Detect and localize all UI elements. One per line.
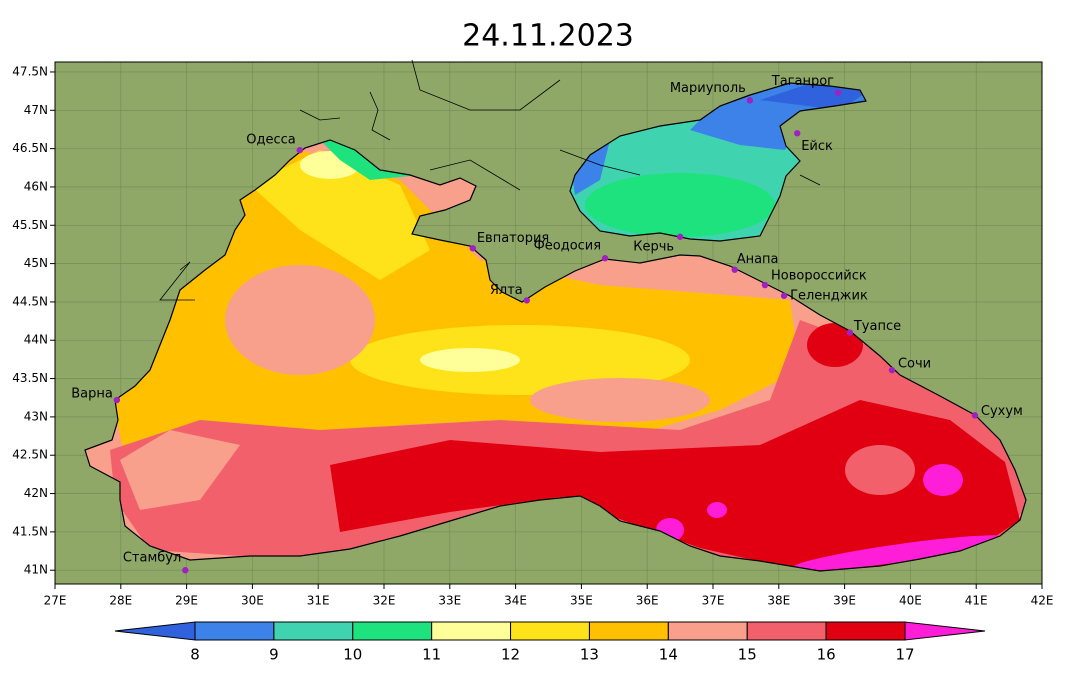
colorbar-bin — [273, 621, 354, 641]
city-label: Сухум — [981, 404, 1023, 419]
zone — [791, 535, 1009, 571]
lat-tick-label: 42.5N — [12, 448, 48, 462]
city-marker — [761, 281, 769, 289]
lon-tick-label: 39E — [833, 594, 856, 608]
city-label: Одесса — [246, 133, 295, 148]
city-label: Ейск — [801, 139, 833, 154]
city-marker — [676, 233, 684, 240]
zone — [585, 173, 775, 237]
city-label: Стамбул — [123, 551, 181, 566]
lon-tick-label: 27E — [44, 594, 67, 608]
city-marker — [296, 146, 303, 154]
colorbar-label: 13 — [580, 646, 599, 664]
city-marker — [780, 292, 788, 299]
colorbar-label: 17 — [895, 646, 914, 664]
lon-tick-label: 42E — [1031, 594, 1054, 608]
city-marker — [113, 396, 121, 404]
city-label: Анапа — [737, 252, 779, 267]
city-marker — [746, 97, 754, 104]
lon-tick-label: 37E — [702, 594, 725, 608]
city-marker — [523, 297, 530, 304]
colorbar-label: 9 — [269, 646, 279, 664]
colorbar-label: 15 — [738, 646, 757, 664]
zone — [923, 464, 963, 496]
zone — [570, 140, 610, 195]
lon-tick-label: 33E — [438, 594, 461, 608]
lon-tick-label: 28E — [109, 594, 132, 608]
lat-tick-label: 43N — [24, 409, 48, 423]
lon-tick-label: 40E — [899, 594, 922, 608]
city-label: Ялта — [490, 283, 523, 298]
zone — [120, 430, 240, 510]
city-label: Мариуполь — [670, 81, 746, 96]
city-marker — [794, 130, 801, 137]
lat-tick-label: 41N — [24, 563, 48, 577]
city-marker — [601, 255, 609, 262]
lat-tick-label: 46N — [24, 179, 48, 193]
lon-tick-label: 38E — [767, 594, 790, 608]
city-label: Керчь — [633, 239, 674, 254]
lat-tick-label: 46.5N — [12, 141, 48, 155]
city-label: Туапсе — [853, 319, 901, 334]
colorbar-label: 11 — [422, 646, 441, 664]
city-marker — [888, 366, 896, 374]
lat-tick-label: 43.5N — [12, 371, 48, 385]
map-title: 24.11.2023 — [462, 19, 634, 54]
colorbar-bin — [431, 621, 512, 641]
lon-tick-label: 30E — [241, 594, 264, 608]
city-label: Сочи — [898, 357, 931, 372]
zone — [707, 502, 727, 518]
colorbar-label: 12 — [501, 646, 520, 664]
lat-tick-label: 44.5N — [12, 294, 48, 308]
city-marker — [469, 245, 477, 252]
colorbar-bin — [825, 621, 906, 641]
river — [159, 59, 821, 301]
zone — [330, 400, 1020, 571]
city-marker — [971, 412, 979, 419]
zone — [845, 445, 915, 495]
lat-tick-label: 45.5N — [12, 218, 48, 232]
city-label: Новороссийск — [771, 269, 867, 284]
city-label: Феодосия — [534, 239, 602, 254]
lat-tick-label: 44N — [24, 333, 48, 347]
colorbar-bin — [352, 621, 433, 641]
colorbar-bin — [667, 621, 748, 641]
colorbar-bin — [194, 621, 275, 641]
map-frame — [54, 61, 1043, 585]
city-marker — [182, 567, 189, 574]
colorbar-bin — [746, 621, 827, 641]
lat-tick-label: 41.5N — [12, 524, 48, 538]
lat-tick-label: 45N — [24, 256, 48, 270]
colorbar-bin — [510, 621, 590, 641]
lon-tick-label: 31E — [307, 594, 330, 608]
lon-tick-label: 41E — [965, 594, 988, 608]
zone — [420, 348, 520, 372]
colorbar-label: 8 — [190, 646, 200, 664]
city-label: Таганрог — [771, 74, 834, 89]
lon-tick-label: 34E — [504, 594, 527, 608]
zone — [225, 265, 375, 375]
colorbar-label: 16 — [817, 646, 836, 664]
lon-tick-label: 29E — [175, 594, 198, 608]
zone — [530, 378, 710, 422]
city-label: Евпатория — [477, 231, 549, 246]
city-marker — [846, 329, 854, 336]
city-marker — [731, 266, 738, 273]
lon-tick-label: 32E — [373, 594, 396, 608]
lon-tick-label: 35E — [570, 594, 593, 608]
lon-tick-label: 36E — [636, 594, 659, 608]
colorbar-label: 10 — [343, 646, 362, 664]
lat-tick-label: 42N — [24, 486, 48, 500]
colorbar-bin — [588, 621, 669, 641]
city-marker — [834, 89, 842, 96]
lat-tick-label: 47.5N — [12, 64, 48, 78]
colorbar-label: 14 — [659, 646, 678, 664]
colorbar-high — [904, 621, 986, 641]
city-label: Геленджик — [790, 288, 868, 303]
colorbar-low — [114, 621, 196, 641]
city-label: Варна — [71, 387, 113, 402]
lat-tick-label: 47N — [24, 103, 48, 117]
zone — [250, 150, 430, 280]
